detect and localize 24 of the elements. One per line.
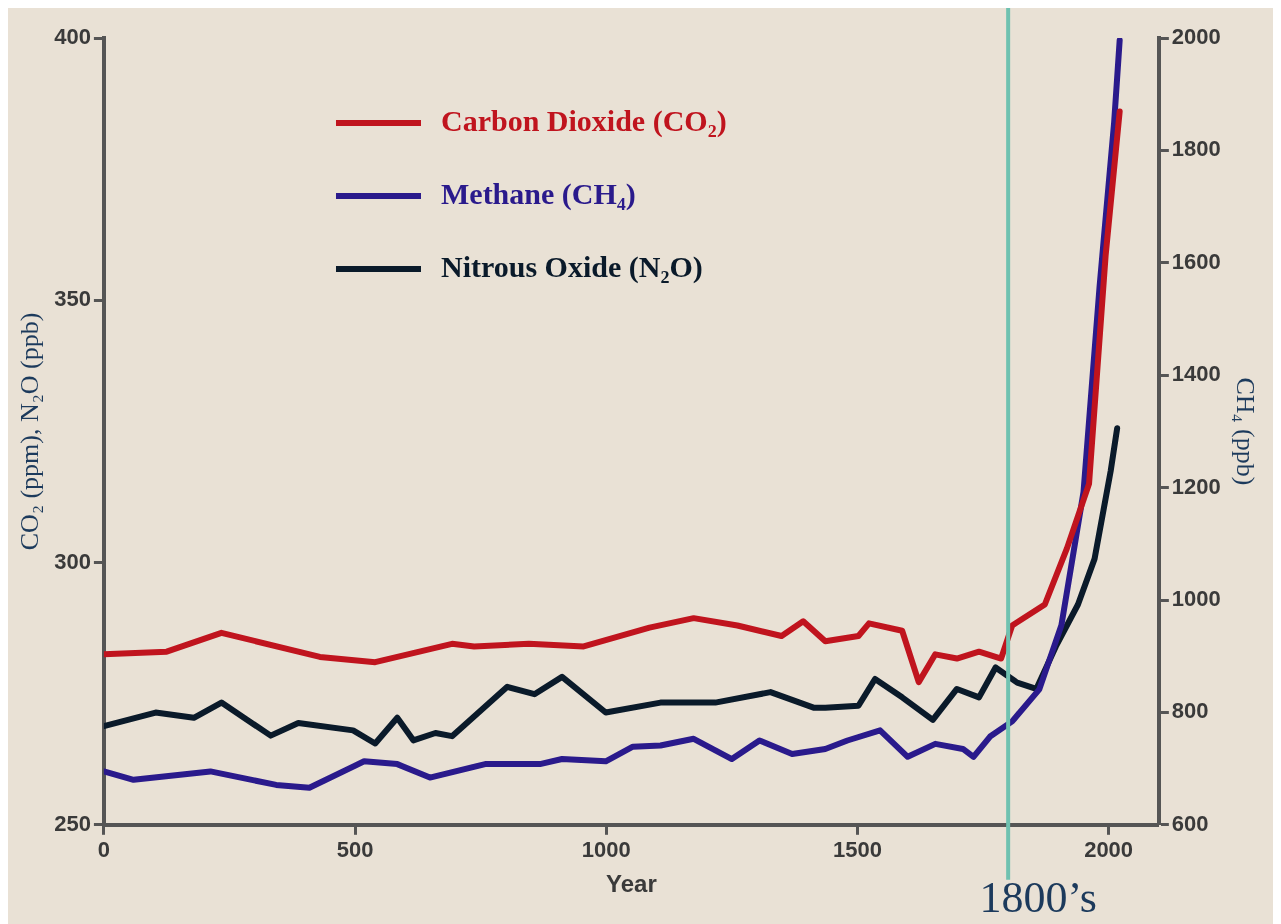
x-tick-label: 1000	[581, 837, 631, 863]
y-tick-label: 350	[54, 286, 91, 312]
y2-tick-label: 600	[1171, 810, 1209, 836]
y-tick-label: 250	[54, 810, 91, 836]
y2-tick-label: 1200	[1171, 473, 1221, 499]
y-tick-label: 300	[54, 548, 91, 574]
x-tick-label: 0	[97, 837, 111, 863]
x-axis-title: Year	[606, 870, 657, 898]
y-tick-label: 400	[54, 24, 91, 50]
y2-tick-label: 1800	[1171, 136, 1221, 162]
y2-axis-title: CH₄ (ppb)	[1230, 377, 1260, 486]
legend-label: Methane (CH₄)	[441, 176, 636, 211]
y2-tick-label: 800	[1171, 698, 1209, 724]
ref-line-label: 1800’s	[979, 872, 1097, 922]
legend-label: Nitrous Oxide (N₂O)	[441, 249, 703, 284]
x-tick-label: 2000	[1084, 837, 1134, 863]
y2-tick-label: 1400	[1171, 361, 1221, 387]
x-tick-label: 1500	[832, 837, 882, 863]
y2-tick-label: 1600	[1171, 248, 1221, 274]
x-tick-label: 500	[336, 837, 374, 863]
y2-tick-label: 1000	[1171, 586, 1221, 612]
y-axis-title: CO₂ (ppm), N₂O (ppb)	[15, 312, 45, 551]
y2-tick-label: 2000	[1171, 24, 1221, 50]
legend-label: Carbon Dioxide (CO₂)	[441, 103, 727, 138]
